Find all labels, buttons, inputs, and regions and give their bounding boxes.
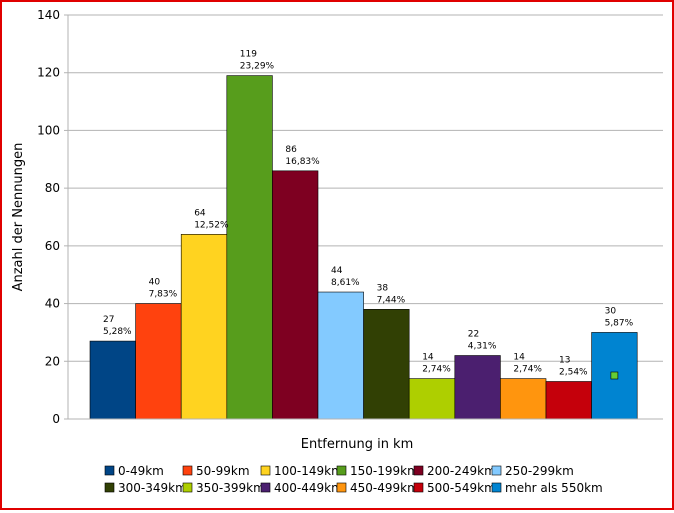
y-tick-label: 60 (45, 239, 60, 253)
data-label-value: 27 (103, 315, 114, 325)
data-label-percent: 8,61% (331, 278, 360, 288)
y-tick-label: 120 (37, 66, 60, 80)
legend-swatch (491, 482, 502, 493)
data-label-value: 30 (605, 306, 617, 316)
data-label-value: 86 (285, 145, 297, 155)
legend-swatch (104, 465, 115, 476)
legend-swatch (413, 465, 424, 476)
bar-300-349km (363, 309, 410, 420)
data-label-percent: 16,83% (285, 157, 320, 167)
legend-label: 500-549km (427, 481, 496, 495)
marker-square (610, 371, 619, 380)
legend-swatch (336, 482, 347, 493)
data-label-percent: 4,31% (468, 342, 497, 352)
y-tick-label: 100 (37, 123, 60, 137)
x-axis-title: Entfernung in km (301, 437, 414, 452)
legend-label: 300-349km (118, 481, 187, 495)
legend-swatch (182, 465, 193, 476)
bar-400-449km (454, 355, 501, 420)
data-label-value: 64 (194, 208, 206, 218)
y-tick-label: 140 (37, 8, 60, 22)
legend-label: 350-399km (196, 481, 265, 495)
data-label-percent: 7,83% (149, 290, 178, 300)
data-label-percent: 2,74% (422, 365, 451, 375)
data-label-value: 14 (513, 353, 525, 363)
data-label-percent: 2,54% (559, 367, 588, 377)
legend-label: 0-49km (118, 464, 164, 478)
data-label-percent: 7,44% (377, 295, 406, 305)
data-label-value: 14 (422, 353, 434, 363)
bars (89, 75, 638, 420)
data-label-value: 44 (331, 266, 343, 276)
data-label-value: 38 (377, 283, 389, 293)
bar-50-99km (135, 303, 182, 420)
data-label-value: 40 (149, 278, 161, 288)
legend-label: 400-449km (274, 481, 343, 495)
bar-0-49km (89, 340, 136, 420)
data-label-value: 22 (468, 330, 479, 340)
data-labels: 27 5,28% 40 7,83% 64 12,52% 119 23,29% 86 16,83% 4… (103, 50, 634, 378)
data-label-percent: 5,87% (605, 318, 634, 328)
y-tick-label: 40 (45, 297, 60, 311)
y-tick-label: 20 (45, 354, 60, 368)
legend-swatch (491, 465, 502, 476)
data-label-percent: 5,28% (103, 327, 132, 337)
data-label-percent: 23,29% (240, 62, 275, 72)
legend-swatch (104, 482, 115, 493)
bar-100-149km (180, 234, 228, 420)
legend-swatch (413, 482, 424, 493)
legend-label: 200-249km (427, 464, 496, 478)
data-label-percent: 2,74% (513, 365, 542, 375)
legend-label: 100-149km (274, 464, 343, 478)
bar-350-399km (408, 378, 456, 420)
y-tick-labels: 0 20 40 60 80 100 120 140 (37, 8, 60, 426)
y-tick-label: 80 (45, 181, 60, 195)
bar-500-549km (545, 381, 592, 420)
legend-swatch (260, 482, 271, 493)
legend-label: 450-499km (350, 481, 419, 495)
legend-label: mehr als 550km (505, 481, 603, 495)
bar-150-199km (226, 75, 273, 420)
legend-label: 250-299km (505, 464, 574, 478)
legend-swatch (260, 465, 271, 476)
bar-250-299km (317, 291, 364, 420)
data-label-value: 119 (240, 50, 257, 60)
y-axis-title: Anzahl der Nennungen (11, 143, 26, 292)
bar-200-249km (272, 170, 319, 420)
legend-label: 150-199km (350, 464, 419, 478)
legend-swatch (336, 465, 347, 476)
data-label-value: 13 (559, 355, 570, 365)
y-tick-label: 0 (52, 412, 60, 426)
legend-label: 50-99km (196, 464, 250, 478)
legend-swatch (182, 482, 193, 493)
legend: 0-49km 50-99km 100-149km 150-199km 200-249km… (104, 464, 603, 495)
bar-450-499km (500, 378, 547, 420)
data-label-percent: 12,52% (194, 220, 229, 230)
